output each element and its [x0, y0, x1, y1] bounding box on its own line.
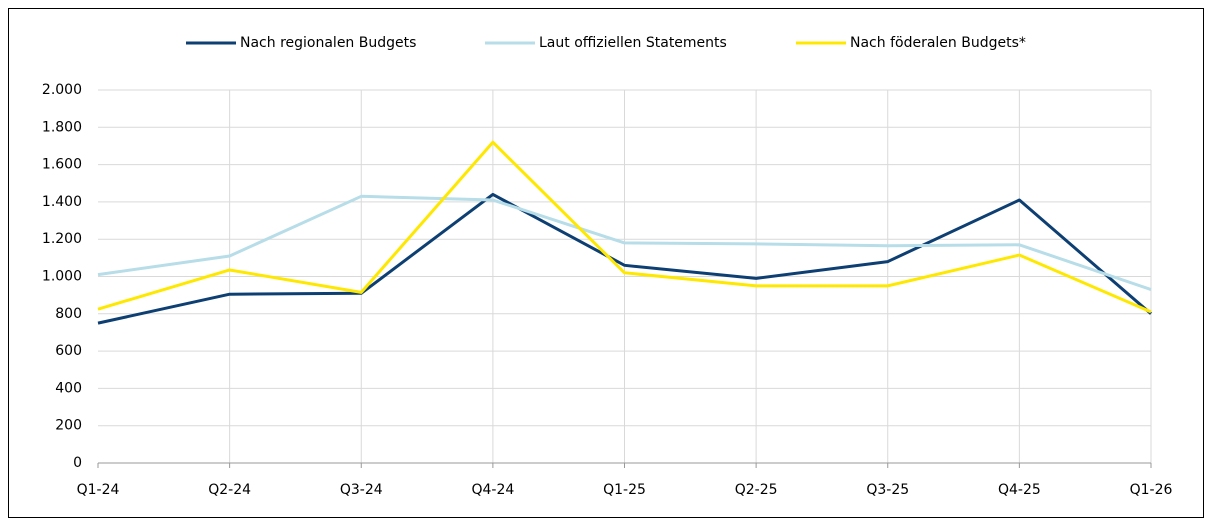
x-tick-label: Q4-25 [998, 482, 1041, 498]
y-tick-label: 600 [55, 343, 82, 359]
legend-label: Laut offiziellen Statements [539, 35, 727, 51]
x-tick-label: Q1-26 [1130, 482, 1173, 498]
y-tick-label: 800 [55, 306, 82, 322]
x-tick-label: Q2-25 [735, 482, 778, 498]
x-tick-label: Q3-25 [866, 482, 909, 498]
chart-frame [8, 8, 1204, 518]
x-tick-label: Q1-25 [603, 482, 646, 498]
x-tick-label: Q2-24 [208, 482, 251, 498]
series-line [97, 194, 1152, 291]
y-tick-label: 1.600 [42, 157, 82, 173]
y-tick-label: 1.000 [42, 269, 82, 285]
x-tick-label: Q1-24 [77, 482, 120, 498]
y-tick-label: 200 [55, 418, 82, 434]
y-tick-label: 400 [55, 380, 82, 396]
x-tick-label: Q3-24 [340, 482, 383, 498]
x-tick-label: Q4-24 [471, 482, 514, 498]
legend-label: Nach regionalen Budgets [240, 35, 416, 51]
y-tick-label: 0 [73, 455, 82, 471]
y-tick-label: 1.400 [42, 194, 82, 210]
y-tick-label: 2.000 [42, 82, 82, 98]
y-tick-label: 1.200 [42, 231, 82, 247]
y-tick-label: 1.800 [42, 119, 82, 135]
series-line [97, 192, 1152, 325]
series-line [97, 140, 1152, 314]
legend-label: Nach föderalen Budgets* [850, 35, 1026, 51]
